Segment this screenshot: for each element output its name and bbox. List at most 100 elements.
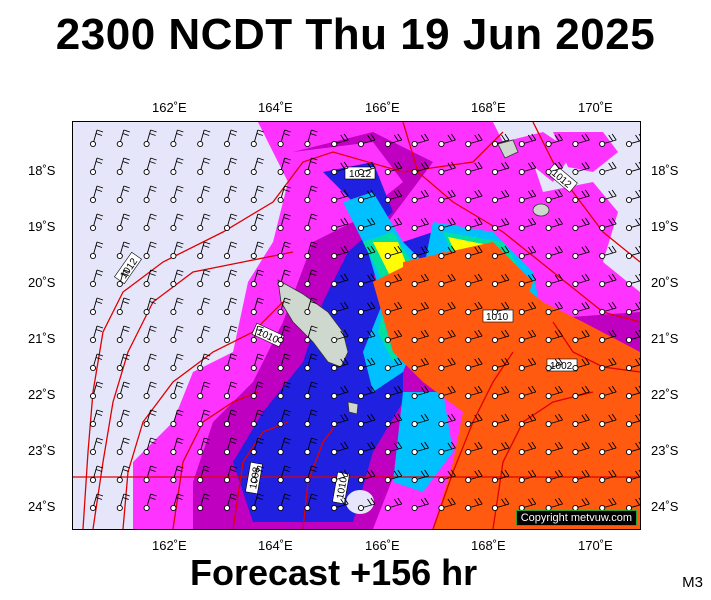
wind-barb bbox=[599, 133, 617, 148]
wind-barb bbox=[465, 385, 483, 400]
wind-barb bbox=[116, 297, 130, 316]
wind-barb bbox=[331, 441, 349, 456]
lat-tick-right: 24˚S bbox=[651, 499, 679, 514]
wind-barb bbox=[465, 161, 483, 176]
wind-barb bbox=[599, 161, 617, 176]
wind-barb bbox=[518, 133, 537, 148]
wind-barb bbox=[411, 189, 429, 204]
wind-barb bbox=[197, 409, 211, 428]
wind-barb bbox=[143, 465, 157, 484]
wind-barb bbox=[116, 437, 130, 456]
wind-barb bbox=[170, 353, 184, 372]
wind-barb bbox=[223, 409, 238, 428]
wind-barb bbox=[491, 413, 510, 428]
wind-barb bbox=[545, 385, 563, 400]
wind-barb bbox=[197, 241, 211, 260]
wind-barb bbox=[599, 217, 617, 232]
wind-barb bbox=[357, 217, 376, 232]
wind-barb bbox=[357, 161, 376, 176]
wind-barb bbox=[143, 213, 157, 232]
lat-tick-left: 21˚S bbox=[28, 331, 56, 346]
wind-barb bbox=[304, 409, 318, 428]
wind-barb bbox=[116, 213, 130, 232]
wind-barb bbox=[357, 497, 376, 512]
isobar-line bbox=[552, 321, 640, 373]
wind-barb bbox=[143, 325, 157, 344]
wind-barb bbox=[438, 161, 456, 176]
isobar-line bbox=[232, 421, 289, 529]
wind-barb bbox=[465, 441, 483, 456]
wind-barb bbox=[625, 469, 640, 484]
wind-barb bbox=[438, 273, 456, 288]
wind-barb bbox=[170, 493, 184, 512]
land-islet bbox=[347, 401, 359, 415]
wind-barb bbox=[518, 441, 537, 456]
wind-barb bbox=[411, 301, 429, 316]
wind-barb bbox=[465, 245, 483, 260]
wind-barb bbox=[277, 241, 291, 260]
wind-barb bbox=[491, 133, 510, 148]
wind-barb bbox=[250, 353, 264, 372]
wind-barb bbox=[116, 353, 130, 372]
wind-barb bbox=[384, 245, 403, 260]
lon-tick-top: 162˚E bbox=[152, 100, 187, 115]
wind-barb bbox=[304, 493, 318, 512]
lat-tick-right: 18˚S bbox=[651, 163, 679, 178]
wind-barb bbox=[625, 329, 640, 344]
wind-barb bbox=[331, 273, 349, 288]
wind-barb bbox=[625, 413, 640, 428]
wind-barb bbox=[465, 217, 483, 232]
wind-barb bbox=[384, 441, 403, 456]
wind-barb bbox=[116, 185, 130, 204]
wind-barb bbox=[197, 353, 211, 372]
lat-tick-right: 19˚S bbox=[651, 219, 679, 234]
isobar-label: 1002 bbox=[550, 361, 573, 372]
wind-barb bbox=[357, 245, 376, 260]
wind-barb bbox=[411, 469, 429, 484]
wind-barb bbox=[89, 241, 104, 260]
wind-barb bbox=[625, 161, 640, 176]
wind-barb bbox=[304, 437, 318, 456]
wind-barb bbox=[572, 469, 590, 484]
wind-barb bbox=[572, 413, 590, 428]
wind-barb bbox=[143, 129, 157, 148]
wind-barb bbox=[518, 413, 537, 428]
lat-tick-right: 23˚S bbox=[651, 443, 679, 458]
wind-barb bbox=[411, 329, 429, 344]
wind-barb bbox=[384, 413, 403, 428]
wind-barb bbox=[223, 465, 238, 484]
wind-barb bbox=[116, 381, 130, 400]
wind-barb bbox=[572, 133, 590, 148]
wind-barb bbox=[357, 133, 376, 148]
lat-tick-right: 22˚S bbox=[651, 387, 679, 402]
wind-barb bbox=[89, 185, 104, 204]
wind-barb bbox=[170, 157, 184, 176]
wind-barb bbox=[116, 409, 130, 428]
wind-barb bbox=[197, 157, 211, 176]
wind-barb bbox=[465, 329, 483, 344]
wind-barb bbox=[116, 325, 130, 344]
lat-tick-left: 18˚S bbox=[28, 163, 56, 178]
wind-barb bbox=[518, 273, 537, 288]
wind-barb bbox=[384, 273, 403, 288]
wind-barb bbox=[625, 273, 640, 288]
wind-barb bbox=[625, 301, 640, 316]
wind-barb bbox=[545, 273, 563, 288]
wind-barb bbox=[143, 269, 157, 288]
wind-barb bbox=[197, 129, 211, 148]
wind-zone-strong-c bbox=[393, 392, 453, 492]
wind-barb bbox=[572, 385, 590, 400]
model-label: M3 bbox=[682, 574, 703, 591]
wind-barb bbox=[277, 129, 291, 148]
wind-barb bbox=[277, 353, 291, 372]
wind-barb bbox=[357, 301, 376, 316]
wind-barb bbox=[411, 497, 429, 512]
wind-barb bbox=[89, 129, 104, 148]
wind-barb bbox=[223, 437, 238, 456]
wind-barb bbox=[625, 133, 640, 148]
wind-barb bbox=[277, 381, 291, 400]
wind-barb bbox=[465, 273, 483, 288]
wind-barb bbox=[223, 325, 238, 344]
wind-barb bbox=[491, 273, 510, 288]
wind-barb bbox=[250, 493, 264, 512]
